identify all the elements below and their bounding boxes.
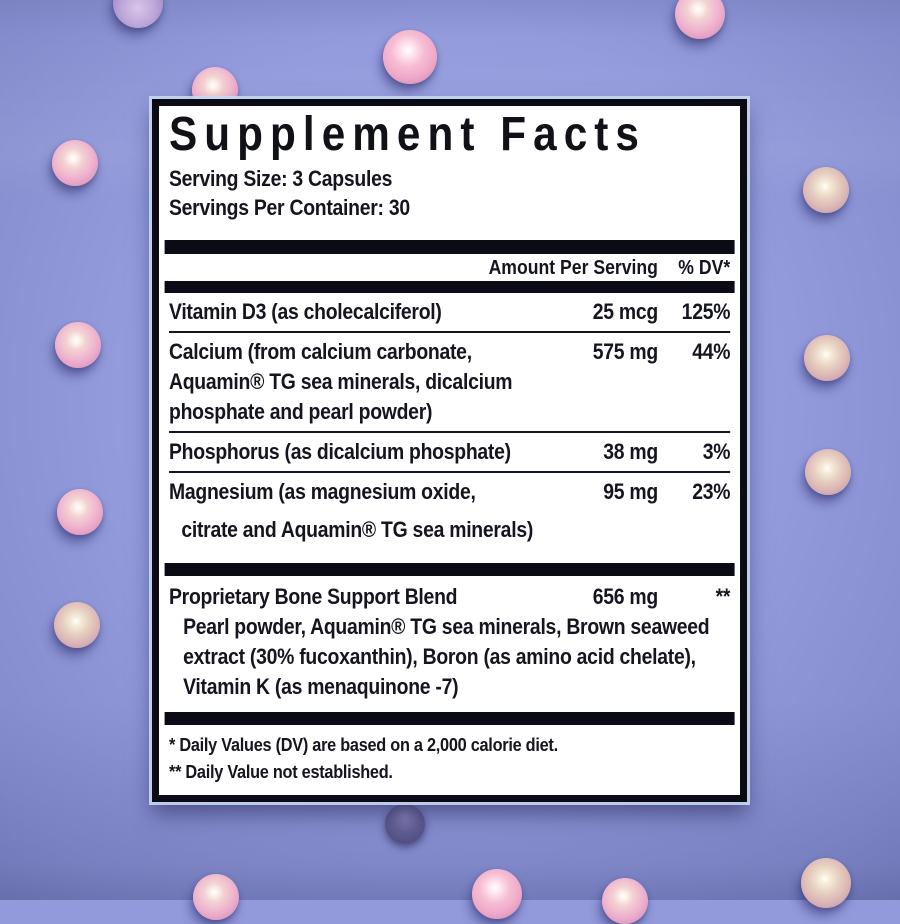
pearl-decoration — [52, 140, 98, 186]
pearl-decoration — [803, 167, 849, 213]
pearl-decoration — [675, 0, 725, 39]
divider-bar-top — [164, 240, 735, 254]
column-header-amount: Amount Per Serving — [488, 257, 658, 279]
blend-dv-asterisks: ** — [715, 584, 731, 609]
blend-name: Proprietary Bone Support Blend — [169, 584, 458, 609]
nutrient-row-phosphorus: Phosphorus (as dicalcium phosphate) 38 m… — [169, 433, 730, 471]
nutrient-amount: 38 mg — [603, 439, 658, 464]
footnotes: * Daily Values (DV) are based on a 2,000… — [169, 725, 730, 787]
nutrient-amount: 575 mg — [592, 339, 658, 364]
row-separator — [169, 431, 731, 433]
label-title: Supplement Facts — [169, 108, 646, 161]
nutrient-continuation-line: Aquamin® TG sea minerals, dicalcium — [169, 369, 513, 394]
pearl-decoration — [54, 602, 100, 648]
footnote-daily-values: * Daily Values (DV) are based on a 2,000… — [169, 734, 558, 755]
pearl-decoration — [472, 869, 522, 919]
pearl-decoration — [383, 30, 437, 84]
blend-detail-line: extract (30% fucoxanthin), Boron (as ami… — [183, 644, 696, 669]
nutrient-row-vitamin-d3: Vitamin D3 (as cholecalciferol) 25 mcg 1… — [169, 293, 730, 331]
pearl-decoration — [805, 449, 851, 495]
blend-amount: 656 mg — [592, 584, 658, 609]
footnote-not-established: ** Daily Value not established. — [169, 761, 393, 782]
nutrient-table: Vitamin D3 (as cholecalciferol) 25 mcg 1… — [169, 293, 730, 549]
column-header-dv: % DV* — [678, 257, 731, 279]
nutrient-continuation-line: phosphate and pearl powder) — [169, 399, 433, 424]
row-separator — [169, 331, 731, 333]
pearl-decoration — [113, 0, 163, 28]
pearl-decoration — [385, 804, 425, 844]
pearl-decoration — [804, 335, 850, 381]
blend-detail-line: Vitamin K (as menaquinone -7) — [183, 674, 459, 699]
supplement-facts-label: Supplement Facts Serving Size: 3 Capsule… — [152, 99, 747, 802]
nutrient-row-magnesium: Magnesium (as magnesium oxide, 95 mg 23%… — [169, 473, 730, 549]
divider-bar-blend — [164, 712, 735, 725]
row-separator — [169, 471, 731, 473]
blend-detail-line: Pearl powder, Aquamin® TG sea minerals, … — [183, 614, 710, 639]
nutrient-dv: 44% — [692, 339, 731, 364]
pearl-decoration — [57, 489, 103, 535]
pearl-decoration — [193, 874, 239, 920]
nutrient-dv: 3% — [702, 439, 731, 464]
divider-bar-mid — [164, 563, 735, 576]
nutrient-name: Magnesium (as magnesium oxide, — [169, 479, 476, 504]
pearl-decoration — [55, 322, 101, 368]
serving-size-line: Serving Size: 3 Capsules — [169, 166, 393, 191]
nutrient-amount: 95 mg — [603, 479, 658, 504]
nutrient-amount: 25 mcg — [592, 299, 658, 324]
nutrient-continuation-line: citrate and Aquamin® TG sea minerals) — [181, 517, 534, 542]
divider-bar-header — [164, 281, 735, 293]
nutrient-name: Phosphorus (as dicalcium phosphate) — [169, 439, 511, 464]
nutrient-dv: 23% — [692, 479, 731, 504]
label-content: Supplement Facts Serving Size: 3 Capsule… — [164, 108, 735, 787]
pearl-decoration — [602, 878, 648, 924]
nutrient-name: Vitamin D3 (as cholecalciferol) — [169, 299, 442, 324]
nutrient-row-calcium: Calcium (from calcium carbonate, 575 mg … — [169, 333, 730, 431]
pearl-decoration — [801, 858, 851, 908]
column-header-row: Amount Per Serving % DV* — [169, 254, 731, 281]
nutrient-name: Calcium (from calcium carbonate, — [169, 339, 472, 364]
proprietary-blend-row: Proprietary Bone Support Blend 656 mg **… — [169, 576, 730, 706]
servings-per-container-line: Servings Per Container: 30 — [169, 195, 410, 220]
nutrient-dv: 125% — [681, 299, 731, 324]
